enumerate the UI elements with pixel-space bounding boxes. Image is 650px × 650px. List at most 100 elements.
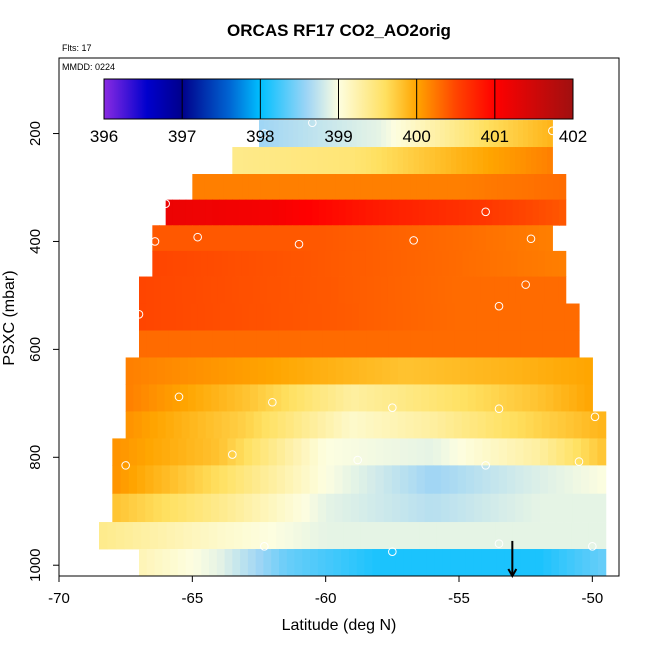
heatmap-cell — [278, 330, 287, 358]
heatmap-cell — [175, 330, 184, 358]
heatmap-cell — [248, 174, 256, 201]
heatmap-cell — [265, 199, 273, 226]
heatmap-cell — [435, 120, 441, 148]
heatmap-cell — [99, 522, 109, 550]
heatmap-cell — [421, 411, 431, 439]
heatmap-cell — [424, 493, 434, 523]
heatmap-cell — [483, 330, 492, 358]
heatmap-cell — [299, 225, 307, 252]
heatmap-cell — [459, 199, 467, 226]
heatmap-cell — [193, 549, 202, 577]
heatmap-cell — [219, 303, 228, 331]
heatmap-cell — [402, 276, 410, 304]
heatmap-cell — [395, 549, 405, 577]
heatmap-cell — [217, 276, 225, 304]
heatmap-cell — [300, 303, 309, 331]
heatmap-cell — [505, 199, 513, 226]
heatmap-cell — [256, 330, 265, 358]
heatmap-cell — [344, 303, 353, 331]
heatmap-cell — [146, 549, 156, 577]
heatmap-cell — [310, 549, 319, 577]
heatmap-cell — [416, 465, 426, 495]
heatmap-cell — [273, 174, 281, 201]
heatmap-cell — [288, 276, 297, 304]
heatmap-cell — [553, 357, 562, 385]
heatmap-cell — [525, 411, 535, 439]
heatmap-cell — [243, 465, 253, 495]
heatmap-cell — [322, 330, 331, 358]
heatmap-cell — [305, 225, 313, 252]
heatmap-cell — [192, 225, 200, 252]
heatmap-cell — [434, 549, 443, 577]
heatmap-cell — [158, 522, 168, 550]
heatmap-cell — [331, 250, 339, 277]
heatmap-cell — [212, 199, 220, 226]
heatmap-cell — [582, 549, 591, 577]
heatmap-cell — [120, 465, 130, 495]
heatmap-cell — [485, 225, 493, 252]
heatmap-cell — [480, 276, 489, 304]
heatmap-cell — [537, 276, 545, 304]
heatmap-cell — [260, 465, 270, 495]
heatmap-cell — [172, 384, 181, 412]
heatmap-cell — [356, 549, 366, 577]
heatmap-cell — [521, 522, 531, 550]
sample-point — [150, 237, 160, 246]
heatmap-cell — [519, 199, 527, 226]
heatmap-cell — [279, 549, 288, 577]
heatmap-cell — [518, 120, 524, 148]
heatmap-cell — [494, 276, 503, 304]
heatmap-cell — [285, 330, 294, 358]
heatmap-cell — [328, 147, 335, 175]
heatmap-cell — [194, 438, 204, 466]
heatmap-cell — [356, 120, 363, 148]
heatmap-cell — [571, 330, 580, 358]
heatmap-cell — [268, 493, 278, 523]
heatmap-cell — [349, 147, 356, 175]
heatmap-cell — [535, 303, 543, 331]
heatmap-cell — [293, 303, 301, 331]
heatmap-cell — [281, 276, 289, 304]
heatmap-cell — [232, 549, 241, 577]
heatmap-cell — [152, 250, 160, 277]
heatmap-cell — [252, 438, 261, 466]
heatmap-cell — [413, 384, 422, 412]
heatmap-cell — [288, 120, 294, 148]
heatmap-cell — [450, 549, 459, 577]
heatmap-cell — [241, 330, 250, 358]
heatmap-cell — [279, 225, 287, 252]
heatmap-cell — [373, 303, 382, 331]
heatmap-cell — [379, 225, 387, 252]
heatmap-cell — [317, 411, 327, 439]
heatmap-cell — [474, 438, 483, 466]
heatmap-cell — [423, 276, 432, 304]
heatmap-cell — [469, 411, 479, 439]
heatmap-cell — [381, 120, 387, 148]
heatmap-cell — [527, 330, 536, 358]
heatmap-cell — [367, 465, 377, 495]
heatmap-cell — [248, 147, 255, 175]
heatmap-cell — [439, 225, 447, 252]
heatmap-cell — [365, 411, 375, 439]
heatmap-cell — [523, 465, 533, 495]
heatmap-cell — [542, 120, 549, 148]
heatmap-cell — [531, 438, 541, 466]
heatmap-cell — [177, 549, 187, 577]
heatmap-cell — [429, 357, 438, 385]
heatmap-cell — [166, 250, 174, 277]
heatmap-cell — [260, 493, 270, 523]
heatmap-cell — [556, 438, 566, 466]
heatmap-cell — [276, 250, 284, 277]
heatmap-cell — [359, 199, 367, 226]
heatmap-cell — [379, 174, 386, 201]
heatmap-cell — [278, 120, 285, 148]
heatmap-cell — [153, 330, 162, 358]
heatmap-cell — [165, 411, 175, 439]
heatmap-cell — [166, 522, 176, 550]
heatmap-cell — [307, 330, 316, 358]
heatmap-cell — [419, 199, 427, 226]
sample-point — [590, 412, 600, 422]
heatmap-cell — [243, 147, 249, 175]
heatmap-cell — [268, 438, 278, 466]
heatmap-cell — [473, 549, 482, 577]
